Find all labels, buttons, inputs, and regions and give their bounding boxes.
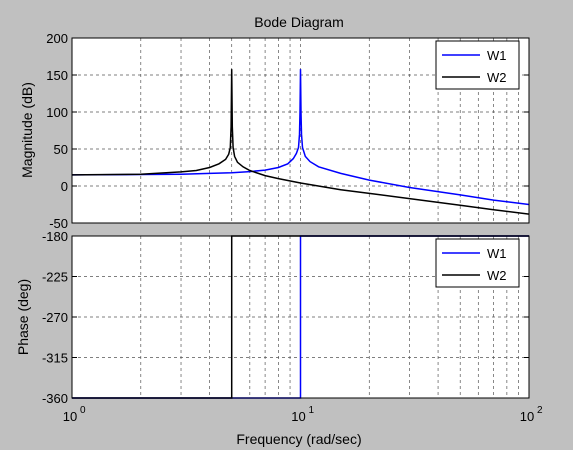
y-tick-label: -360 — [42, 391, 68, 406]
y-tick-label: -315 — [42, 351, 68, 366]
phase-y-ticks: -360 -315 -270 -225 -180 — [42, 229, 529, 406]
legend-label-w1: W1 — [487, 246, 507, 261]
magnitude-series-w1 — [71, 69, 530, 206]
y-tick-label: 200 — [46, 31, 68, 46]
y-tick-label: 100 — [46, 105, 68, 120]
x-tick-exponent: 0 — [80, 405, 86, 416]
y-tick-label: 50 — [54, 142, 68, 157]
phase-x-ticks: 10 0 10 1 10 2 — [63, 405, 543, 424]
magnitude-series-w2 — [71, 69, 530, 215]
legend-box — [435, 40, 520, 90]
y-tick-label: -180 — [42, 229, 68, 244]
y-tick-label: -270 — [42, 310, 68, 325]
x-tick-exponent: 2 — [537, 405, 543, 416]
magnitude-plot-border — [71, 37, 530, 224]
x-tick-label: 10 — [63, 409, 77, 424]
phase-plot: -360-315-270-225-180 10 0 10 1 10 2 Phase (de… — [15, 229, 543, 447]
x-axis-label: Frequency (rad/sec) — [236, 431, 361, 447]
magnitude-y-ticks: -50 0 50 100 150 200 — [46, 31, 529, 231]
x-tick-exponent: 1 — [309, 405, 315, 416]
legend-label-w2: W2 — [487, 268, 507, 283]
y-tick-label: -225 — [42, 270, 68, 285]
magnitude-series — [71, 69, 530, 215]
x-tick-label: 10 — [291, 409, 305, 424]
y-tick-label: 150 — [46, 68, 68, 83]
legend-label-w2: W2 — [487, 70, 507, 85]
x-tick-label: 10 — [520, 409, 534, 424]
chart-title: Bode Diagram — [254, 14, 344, 30]
legend-box — [435, 238, 520, 288]
y-tick-label: 0 — [61, 179, 68, 194]
phase-y-axis-label: Phase (deg) — [15, 279, 31, 355]
magnitude-y-axis-label: Magnitude (dB) — [19, 82, 35, 178]
phase-plot-border — [71, 235, 530, 399]
y-tick-label: -50 — [49, 216, 68, 231]
legend-label-w1: W1 — [487, 48, 507, 63]
